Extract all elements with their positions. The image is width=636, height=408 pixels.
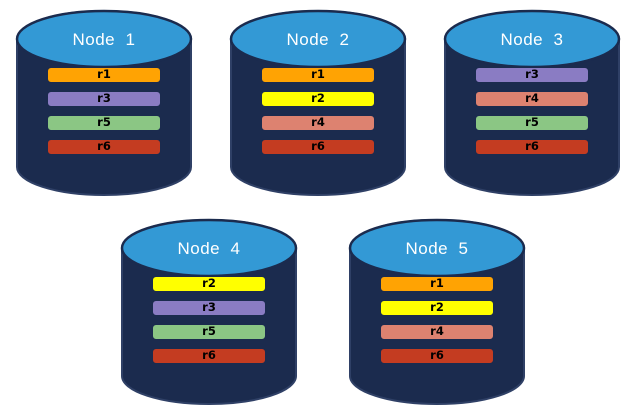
replica-bar: r1 — [261, 67, 375, 83]
replica-list: r3 r4 r5 r6 — [442, 67, 622, 155]
replica-bar: r6 — [261, 139, 375, 155]
node-title: Node 3 — [500, 30, 564, 49]
replica-bar: r5 — [152, 324, 266, 340]
node-title: Node 4 — [177, 239, 241, 258]
node-3: Node 3 r3 r4 r5 r6 — [442, 9, 622, 199]
node-title: Node 2 — [286, 30, 350, 49]
replica-bar: r2 — [380, 300, 494, 316]
replica-list: r1 r2 r4 r6 — [228, 67, 408, 155]
replica-bar: r3 — [475, 67, 589, 83]
node-title: Node 1 — [72, 30, 136, 49]
node-1: Node 1 r1 r3 r5 r6 — [14, 9, 194, 199]
node-5: Node 5 r1 r2 r4 r6 — [347, 218, 527, 408]
replica-bar: r3 — [152, 300, 266, 316]
replica-bar: r4 — [261, 115, 375, 131]
replica-bar: r4 — [475, 91, 589, 107]
replica-bar: r2 — [261, 91, 375, 107]
replica-bar: r3 — [47, 91, 161, 107]
replica-list: r1 r2 r4 r6 — [347, 276, 527, 364]
replica-bar: r1 — [47, 67, 161, 83]
replica-bar: r2 — [152, 276, 266, 292]
node-title: Node 5 — [405, 239, 469, 258]
replica-bar: r6 — [475, 139, 589, 155]
replica-list: r2 r3 r5 r6 — [119, 276, 299, 364]
replica-bar: r6 — [380, 348, 494, 364]
replica-list: r1 r3 r5 r6 — [14, 67, 194, 155]
node-4: Node 4 r2 r3 r5 r6 — [119, 218, 299, 408]
replica-bar: r5 — [475, 115, 589, 131]
replica-bar: r6 — [152, 348, 266, 364]
replica-bar: r1 — [380, 276, 494, 292]
node-2: Node 2 r1 r2 r4 r6 — [228, 9, 408, 199]
replica-bar: r6 — [47, 139, 161, 155]
replica-bar: r4 — [380, 324, 494, 340]
replica-bar: r5 — [47, 115, 161, 131]
